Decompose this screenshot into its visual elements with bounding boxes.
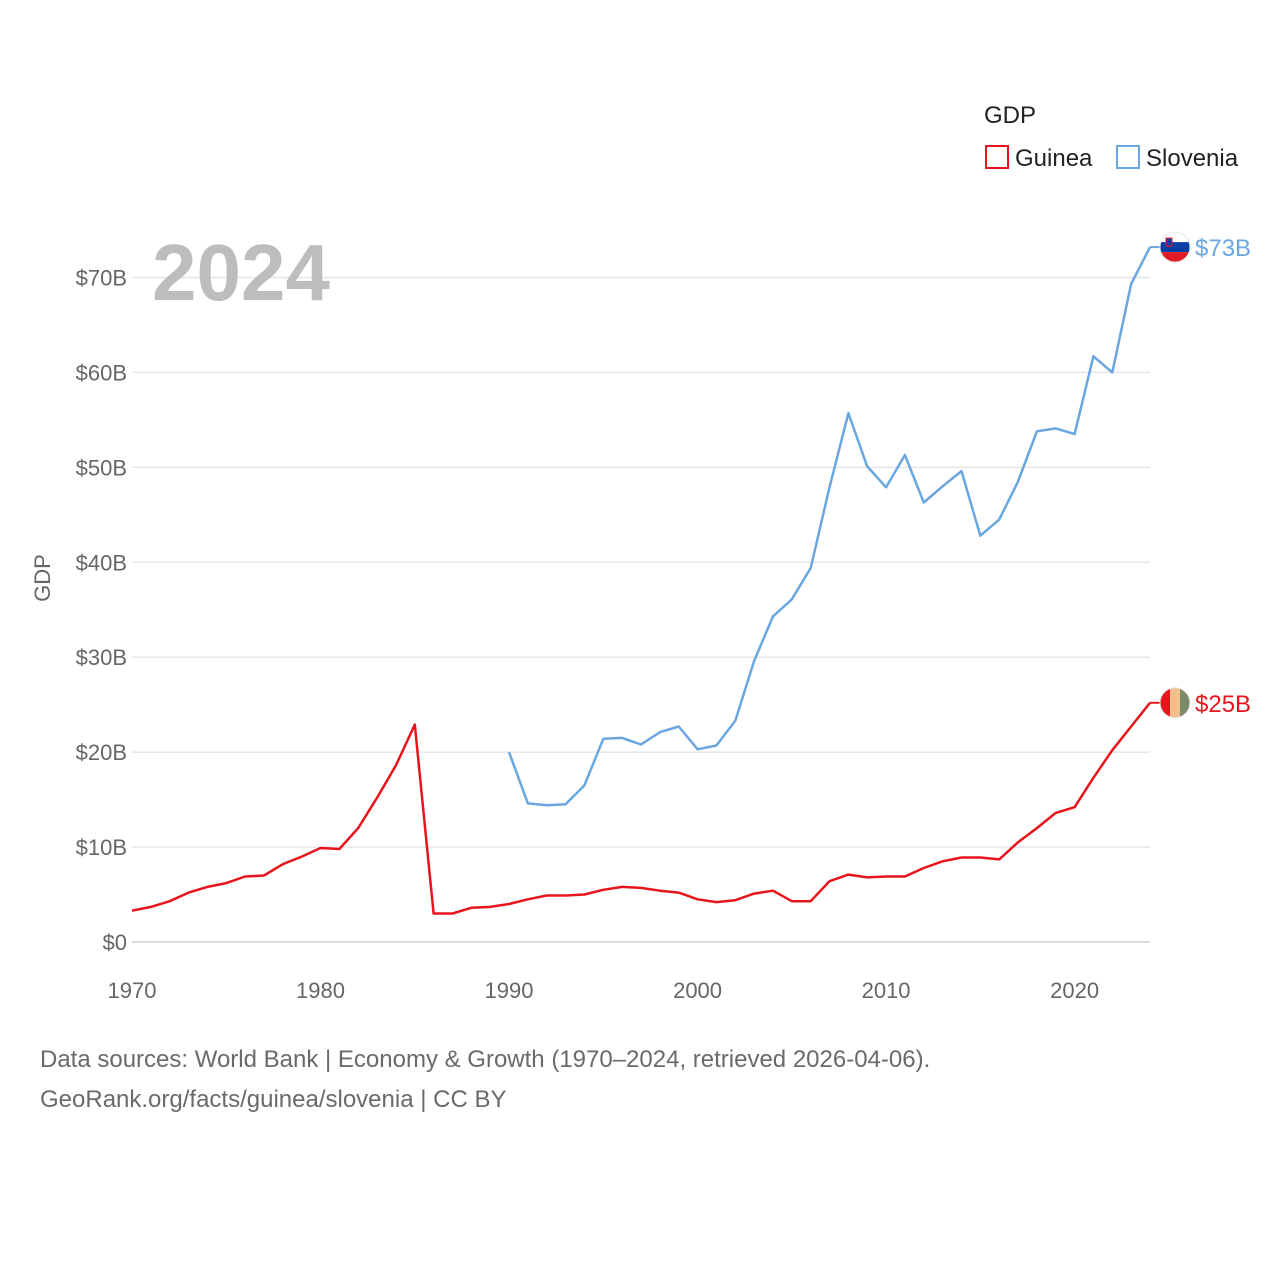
y-tick-label: $30B bbox=[76, 645, 127, 670]
series-line-slovenia bbox=[507, 246, 1152, 807]
y-tick-label: $60B bbox=[76, 360, 127, 385]
footer-sources: Data sources: World Bank | Economy & Gro… bbox=[40, 1046, 931, 1073]
y-tick-label: $10B bbox=[76, 835, 127, 860]
legend-label-guinea: Guinea bbox=[1015, 145, 1093, 172]
legend: GDP Guinea Slovenia bbox=[984, 102, 1239, 172]
end-label-guinea: $25B bbox=[1195, 691, 1251, 718]
year-watermark: 2024 bbox=[152, 228, 330, 317]
x-tick-label: 1970 bbox=[108, 978, 157, 1003]
series-lines bbox=[131, 246, 1152, 915]
legend-swatch-slovenia bbox=[1116, 145, 1140, 169]
end-labels: $25B $73B bbox=[1150, 231, 1251, 719]
y-tick-label: $40B bbox=[76, 550, 127, 575]
x-tick-label: 1980 bbox=[296, 978, 345, 1003]
footer: Data sources: World Bank | Economy & Gro… bbox=[40, 1040, 930, 1120]
x-axis-ticks: 1970 1980 1990 2000 2010 2020 bbox=[108, 978, 1100, 1003]
legend-title: GDP bbox=[984, 102, 1036, 129]
slovenia-flag-icon bbox=[1159, 231, 1191, 263]
y-tick-label: $20B bbox=[76, 740, 127, 765]
legend-swatch-guinea bbox=[985, 145, 1009, 169]
grid-lines bbox=[132, 276, 1150, 943]
legend-item-guinea[interactable]: Guinea bbox=[985, 145, 1093, 172]
x-tick-label: 2000 bbox=[673, 978, 722, 1003]
guinea-flag-icon bbox=[1159, 687, 1191, 719]
x-tick-label: 1990 bbox=[485, 978, 534, 1003]
y-tick-label: $50B bbox=[76, 455, 127, 480]
y-axis-ticks: $0 $10B $20B $30B $40B $50B $60B $70B bbox=[76, 265, 127, 955]
legend-item-slovenia[interactable]: Slovenia bbox=[1116, 145, 1239, 172]
gdp-line-chart: $0$10B$20B$30B$40B$50B$60B$70B 1970 1980 1… bbox=[30, 102, 1251, 1003]
x-tick-label: 2020 bbox=[1050, 978, 1099, 1003]
legend-label-slovenia: Slovenia bbox=[1146, 145, 1239, 172]
series-line-guinea bbox=[131, 702, 1151, 915]
x-tick-label: 2010 bbox=[862, 978, 911, 1003]
y-axis-label: GDP bbox=[30, 554, 55, 602]
y-tick-label: $0 bbox=[103, 930, 127, 955]
y-tick-label: $70B bbox=[76, 265, 127, 290]
end-label-slovenia: $73B bbox=[1195, 235, 1251, 262]
footer-attribution: GeoRank.org/facts/guinea/slovenia | CC B… bbox=[40, 1086, 507, 1113]
